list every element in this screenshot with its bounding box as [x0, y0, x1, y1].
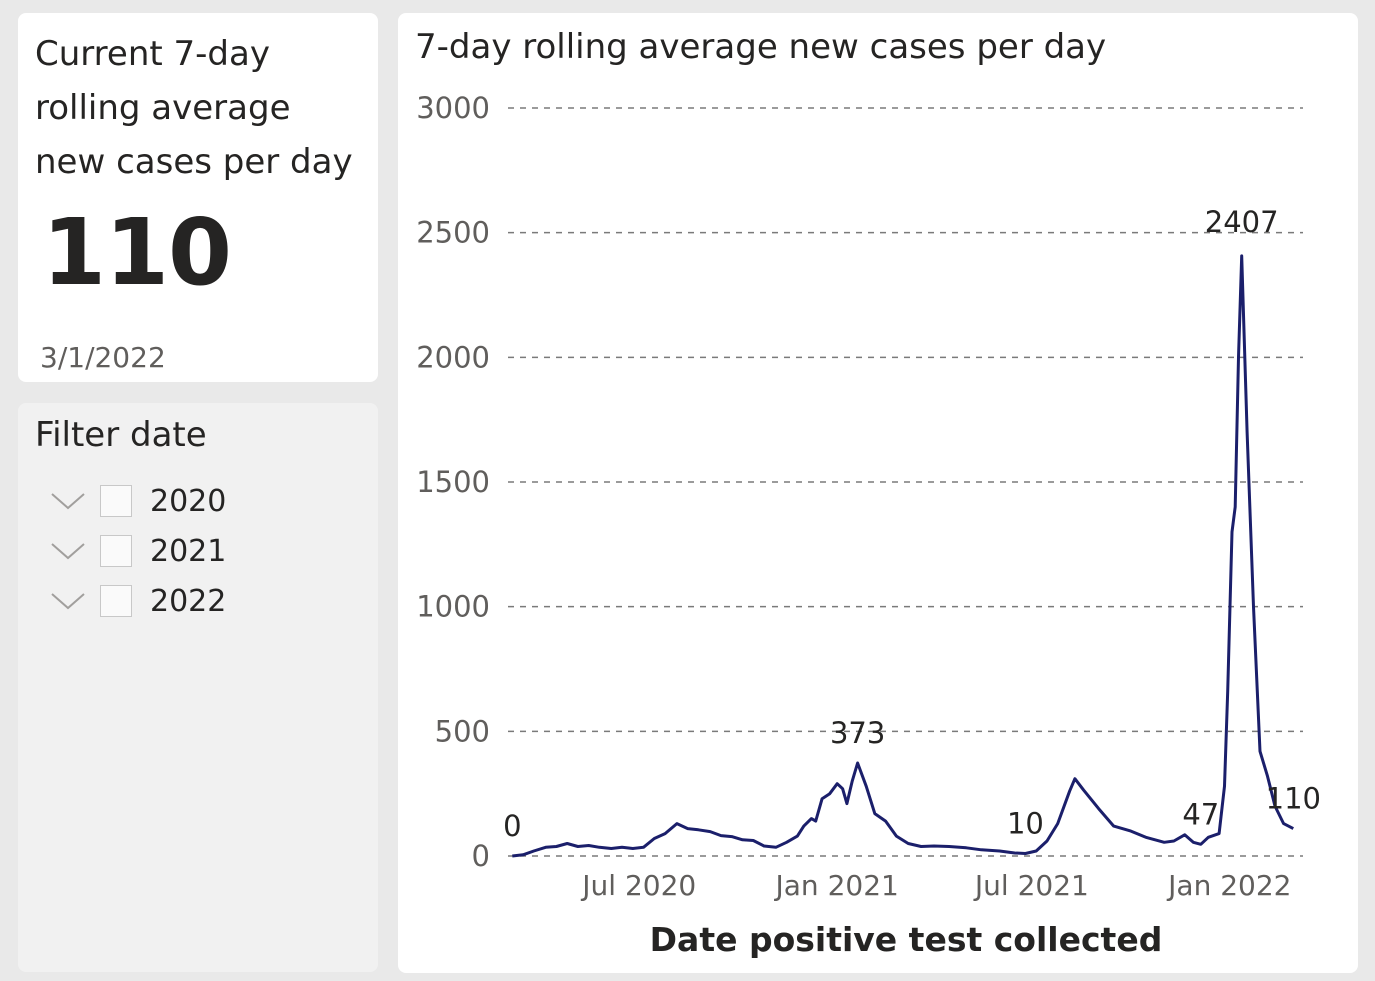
y-tick-label: 500 — [435, 714, 490, 748]
x-tick-label: Jan 2022 — [1166, 869, 1291, 902]
kpi-title-line: rolling average — [35, 88, 291, 128]
chevron-down-icon[interactable] — [48, 486, 88, 516]
x-tick-label: Jul 2021 — [973, 869, 1089, 902]
data-label: 373 — [830, 716, 885, 750]
chevron-down-icon[interactable] — [48, 586, 88, 616]
series-line — [512, 254, 1294, 858]
y-tick-label: 2500 — [416, 216, 490, 250]
y-tick-label: 0 — [472, 839, 490, 873]
filter-item-label: 2022 — [150, 583, 227, 619]
data-label: 10 — [1007, 807, 1044, 841]
data-label: 110 — [1266, 782, 1321, 816]
line-chart-card: 0 500 1000 1500 2000 2500 3000 Jul 2020 Jan 2021… — [398, 13, 1358, 973]
line-chart[interactable]: 0 500 1000 1500 2000 2500 3000 Jul 2020 Jan 2021… — [398, 13, 1358, 973]
filter-item-2022[interactable]: 2022 — [48, 581, 348, 621]
y-tick-label: 1500 — [416, 465, 490, 499]
data-label: 2407 — [1205, 205, 1279, 239]
kpi-title: Current 7-day rolling average new cases … — [35, 27, 375, 189]
x-axis-title: Date positive test collected — [650, 920, 1163, 959]
filter-title: Filter date — [35, 415, 207, 455]
filter-item-2020[interactable]: 2020 — [48, 481, 348, 521]
kpi-title-line: Current 7-day — [35, 34, 270, 74]
kpi-title-line: new cases per day — [35, 142, 353, 182]
y-tick-label: 3000 — [416, 91, 490, 125]
kpi-value: 110 — [42, 199, 232, 306]
chevron-down-icon[interactable] — [48, 536, 88, 566]
x-tick-label: Jul 2020 — [580, 869, 696, 902]
y-tick-label: 1000 — [416, 590, 490, 624]
filter-date-slicer: Filter date 2020 2021 2022 — [18, 403, 378, 972]
filter-item-2021[interactable]: 2021 — [48, 531, 348, 571]
checkbox[interactable] — [100, 485, 132, 517]
checkbox[interactable] — [100, 585, 132, 617]
kpi-date: 3/1/2022 — [40, 341, 166, 374]
checkbox[interactable] — [100, 535, 132, 567]
data-label: 47 — [1182, 797, 1219, 831]
filter-item-label: 2020 — [150, 483, 227, 519]
x-tick-label: Jan 2021 — [774, 869, 899, 902]
filter-item-label: 2021 — [150, 533, 227, 569]
chart-title: 7-day rolling average new cases per day — [415, 27, 1107, 67]
data-label: 0 — [503, 809, 521, 843]
kpi-card: Current 7-day rolling average new cases … — [18, 13, 378, 382]
y-tick-label: 2000 — [416, 340, 490, 374]
